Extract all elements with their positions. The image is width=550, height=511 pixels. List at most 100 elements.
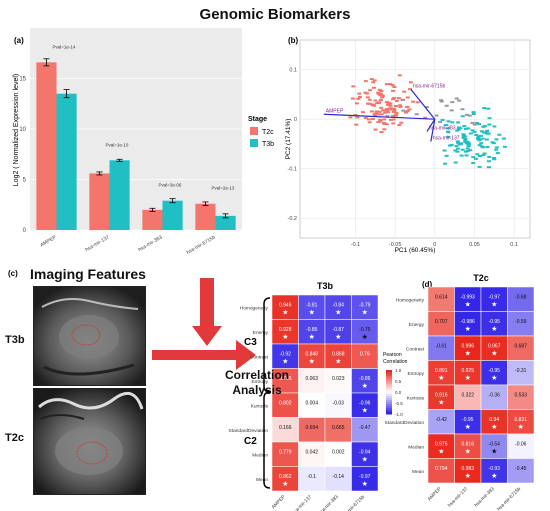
pca-point-t3b	[479, 142, 484, 145]
pca-point-other	[439, 99, 444, 102]
bar-t2c	[89, 173, 110, 230]
pca-point-t3b	[481, 125, 486, 128]
heatmap-cell-value: 0.967	[488, 343, 501, 349]
heatmap-significance-star: ★	[335, 308, 341, 316]
pca-point-t2c	[374, 110, 379, 113]
pca-point-t2c	[355, 116, 360, 119]
pca-point-t3b	[492, 156, 497, 159]
pca-point-t3b	[450, 121, 455, 124]
bar-y-tick-label: 0	[23, 228, 27, 234]
heatmap-significance-star: ★	[438, 374, 444, 382]
pca-point-t3b	[484, 138, 489, 141]
pca-point-t2c	[351, 85, 356, 88]
heatmap-cell	[351, 466, 379, 492]
pca-point-t2c	[357, 95, 362, 98]
heatmap-cell	[507, 384, 535, 410]
pca-point-t2c	[357, 92, 362, 95]
pca-point-t3b	[484, 131, 489, 134]
pca-point-t2c	[405, 96, 410, 99]
heatmap-cell-value: -0.85	[306, 327, 318, 333]
heatmap-row-label: Energy	[253, 330, 269, 336]
correlation-analysis-text: Correlation Analysis	[224, 368, 289, 397]
bar-legend-label: T3b	[262, 141, 274, 148]
heatmap-cell	[480, 433, 508, 459]
pca-loading-arrow	[426, 118, 436, 132]
pca-point-t3b	[465, 147, 470, 150]
pca-point-t2c	[376, 91, 381, 94]
bar-x-tick-label: hsa-mir-383	[137, 234, 163, 253]
pca-point-other	[464, 113, 469, 116]
pca-point-t2c	[392, 85, 397, 88]
pca-point-t2c	[385, 107, 390, 110]
heatmap-row-label: Mean	[256, 477, 268, 483]
heatmap-cell-value: 0.166	[279, 425, 292, 431]
heatmap-cell	[427, 384, 455, 410]
pca-point-t2c	[348, 116, 353, 119]
pca-point-t3b	[458, 143, 463, 146]
pca-point-t3b	[459, 154, 464, 157]
heatmap-significance-star: ★	[282, 308, 288, 316]
pca-point-t2c	[392, 109, 397, 112]
pca-x-tick-label: 0.1	[510, 242, 518, 248]
pca-point-t3b	[486, 107, 491, 110]
heatmap-cell-value: -0.993	[461, 294, 475, 300]
heatmap-significance-star: ★	[309, 333, 315, 341]
heatmap-row-label: Entropy	[251, 379, 268, 385]
colorbar-segment	[386, 370, 392, 373]
pca-point-t2c	[391, 118, 396, 121]
pca-point-t3b	[443, 124, 448, 127]
pca-point-t3b	[476, 135, 481, 138]
heatmap-cell	[427, 335, 455, 361]
pca-point-t2c	[373, 99, 378, 102]
pca-point-t3b	[446, 130, 451, 133]
pca-point-t2c	[378, 118, 383, 121]
heatmap-cell-value: 0.002	[332, 449, 345, 455]
pca-point-t2c	[403, 111, 408, 114]
pca-point-t2c	[402, 90, 407, 93]
heatmap-cell-value: -0.68	[515, 294, 527, 300]
heatmap-significance-star: ★	[362, 406, 368, 414]
pca-point-t3b	[455, 129, 460, 132]
colorbar-segment	[386, 400, 392, 403]
pca-point-t3b	[442, 162, 447, 165]
heatmap-cell	[324, 319, 352, 345]
heatmap-significance-star: ★	[465, 423, 471, 431]
heatmap-cell-value: -0.03	[333, 400, 345, 406]
heatmap-cell-value: -0.96	[359, 400, 371, 406]
heatmap-cell	[351, 392, 379, 418]
down-arrow-shaft	[200, 278, 214, 326]
pca-point-t2c	[405, 106, 410, 109]
pca-point-t2c	[379, 113, 384, 116]
bar-t2c	[36, 62, 57, 231]
pca-point-t3b	[480, 137, 485, 140]
pca-x-tick-label: 0.05	[469, 242, 480, 248]
pca-point-t3b	[479, 130, 484, 133]
colorbar-segment	[386, 372, 392, 375]
pca-point-t2c	[379, 94, 384, 97]
pca-point-other	[424, 106, 429, 109]
pca-point-t3b	[471, 111, 476, 114]
pca-loading-arrow	[410, 89, 436, 120]
pca-point-t3b	[442, 149, 447, 152]
heatmap-cell-value: 0.322	[461, 392, 474, 398]
heatmap-cell	[351, 319, 379, 345]
pca-point-t2c	[382, 128, 387, 131]
heatmap-cell-value: 0.665	[332, 425, 345, 431]
colorbar-tick-label: -1.0	[395, 412, 403, 417]
heatmap-significance-star: ★	[465, 374, 471, 382]
pca-point-t3b	[502, 145, 507, 148]
figure-title: Genomic Biomarkers	[199, 6, 351, 23]
pca-point-other	[400, 98, 405, 101]
pca-point-t3b	[460, 148, 465, 151]
heatmap-significance-star: ★	[282, 333, 288, 341]
heatmap-significance-star: ★	[491, 325, 497, 333]
heatmap-significance-star: ★	[309, 308, 315, 316]
pca-point-t3b	[472, 131, 477, 134]
colorbar-segment	[386, 386, 392, 389]
heatmap-cell-value: -0.95	[489, 319, 501, 325]
heatmap-row-label: StandardDeviation	[229, 428, 269, 434]
bar-legend-label: T2c	[262, 129, 274, 136]
pca-point-t2c	[384, 83, 389, 86]
heatmap-significance-star: ★	[282, 480, 288, 488]
colorbar-segment	[386, 374, 392, 377]
